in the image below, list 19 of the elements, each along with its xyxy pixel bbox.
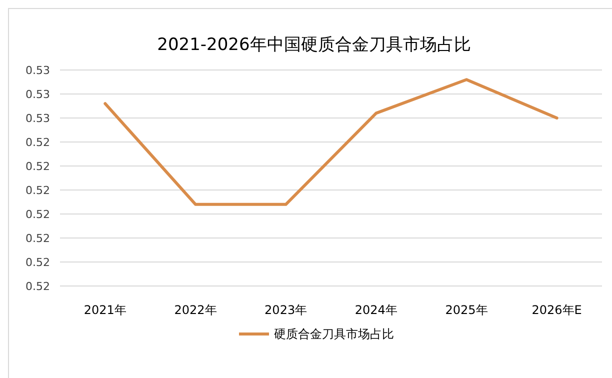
y-tick-label: 0.52	[26, 256, 50, 269]
y-tick-label: 0.52	[26, 280, 50, 293]
y-tick-label: 0.53	[26, 88, 50, 101]
y-tick-label: 0.53	[26, 112, 50, 125]
legend-label: 硬质合金刀具市场占比	[274, 327, 394, 342]
y-tick-label: 0.52	[26, 232, 50, 245]
x-tick-label: 2021年	[84, 303, 126, 317]
y-tick-label: 0.52	[26, 208, 50, 221]
y-tick-label: 0.52	[26, 160, 50, 173]
x-tick-label: 2022年	[174, 303, 217, 317]
x-tick-label: 2025年	[445, 303, 488, 317]
line-series	[104, 78, 558, 206]
x-tick-label: 2023年	[264, 303, 308, 317]
chart-title: 2021-2026年中国硬质合金刀具市场占比	[157, 35, 471, 55]
y-tick-label: 0.52	[26, 136, 50, 149]
y-tick-label: 0.53	[26, 64, 50, 77]
x-tick-label: 2024年	[354, 303, 398, 317]
y-tick-label: 0.52	[26, 184, 50, 197]
x-tick-label: 2026年E	[532, 303, 582, 317]
